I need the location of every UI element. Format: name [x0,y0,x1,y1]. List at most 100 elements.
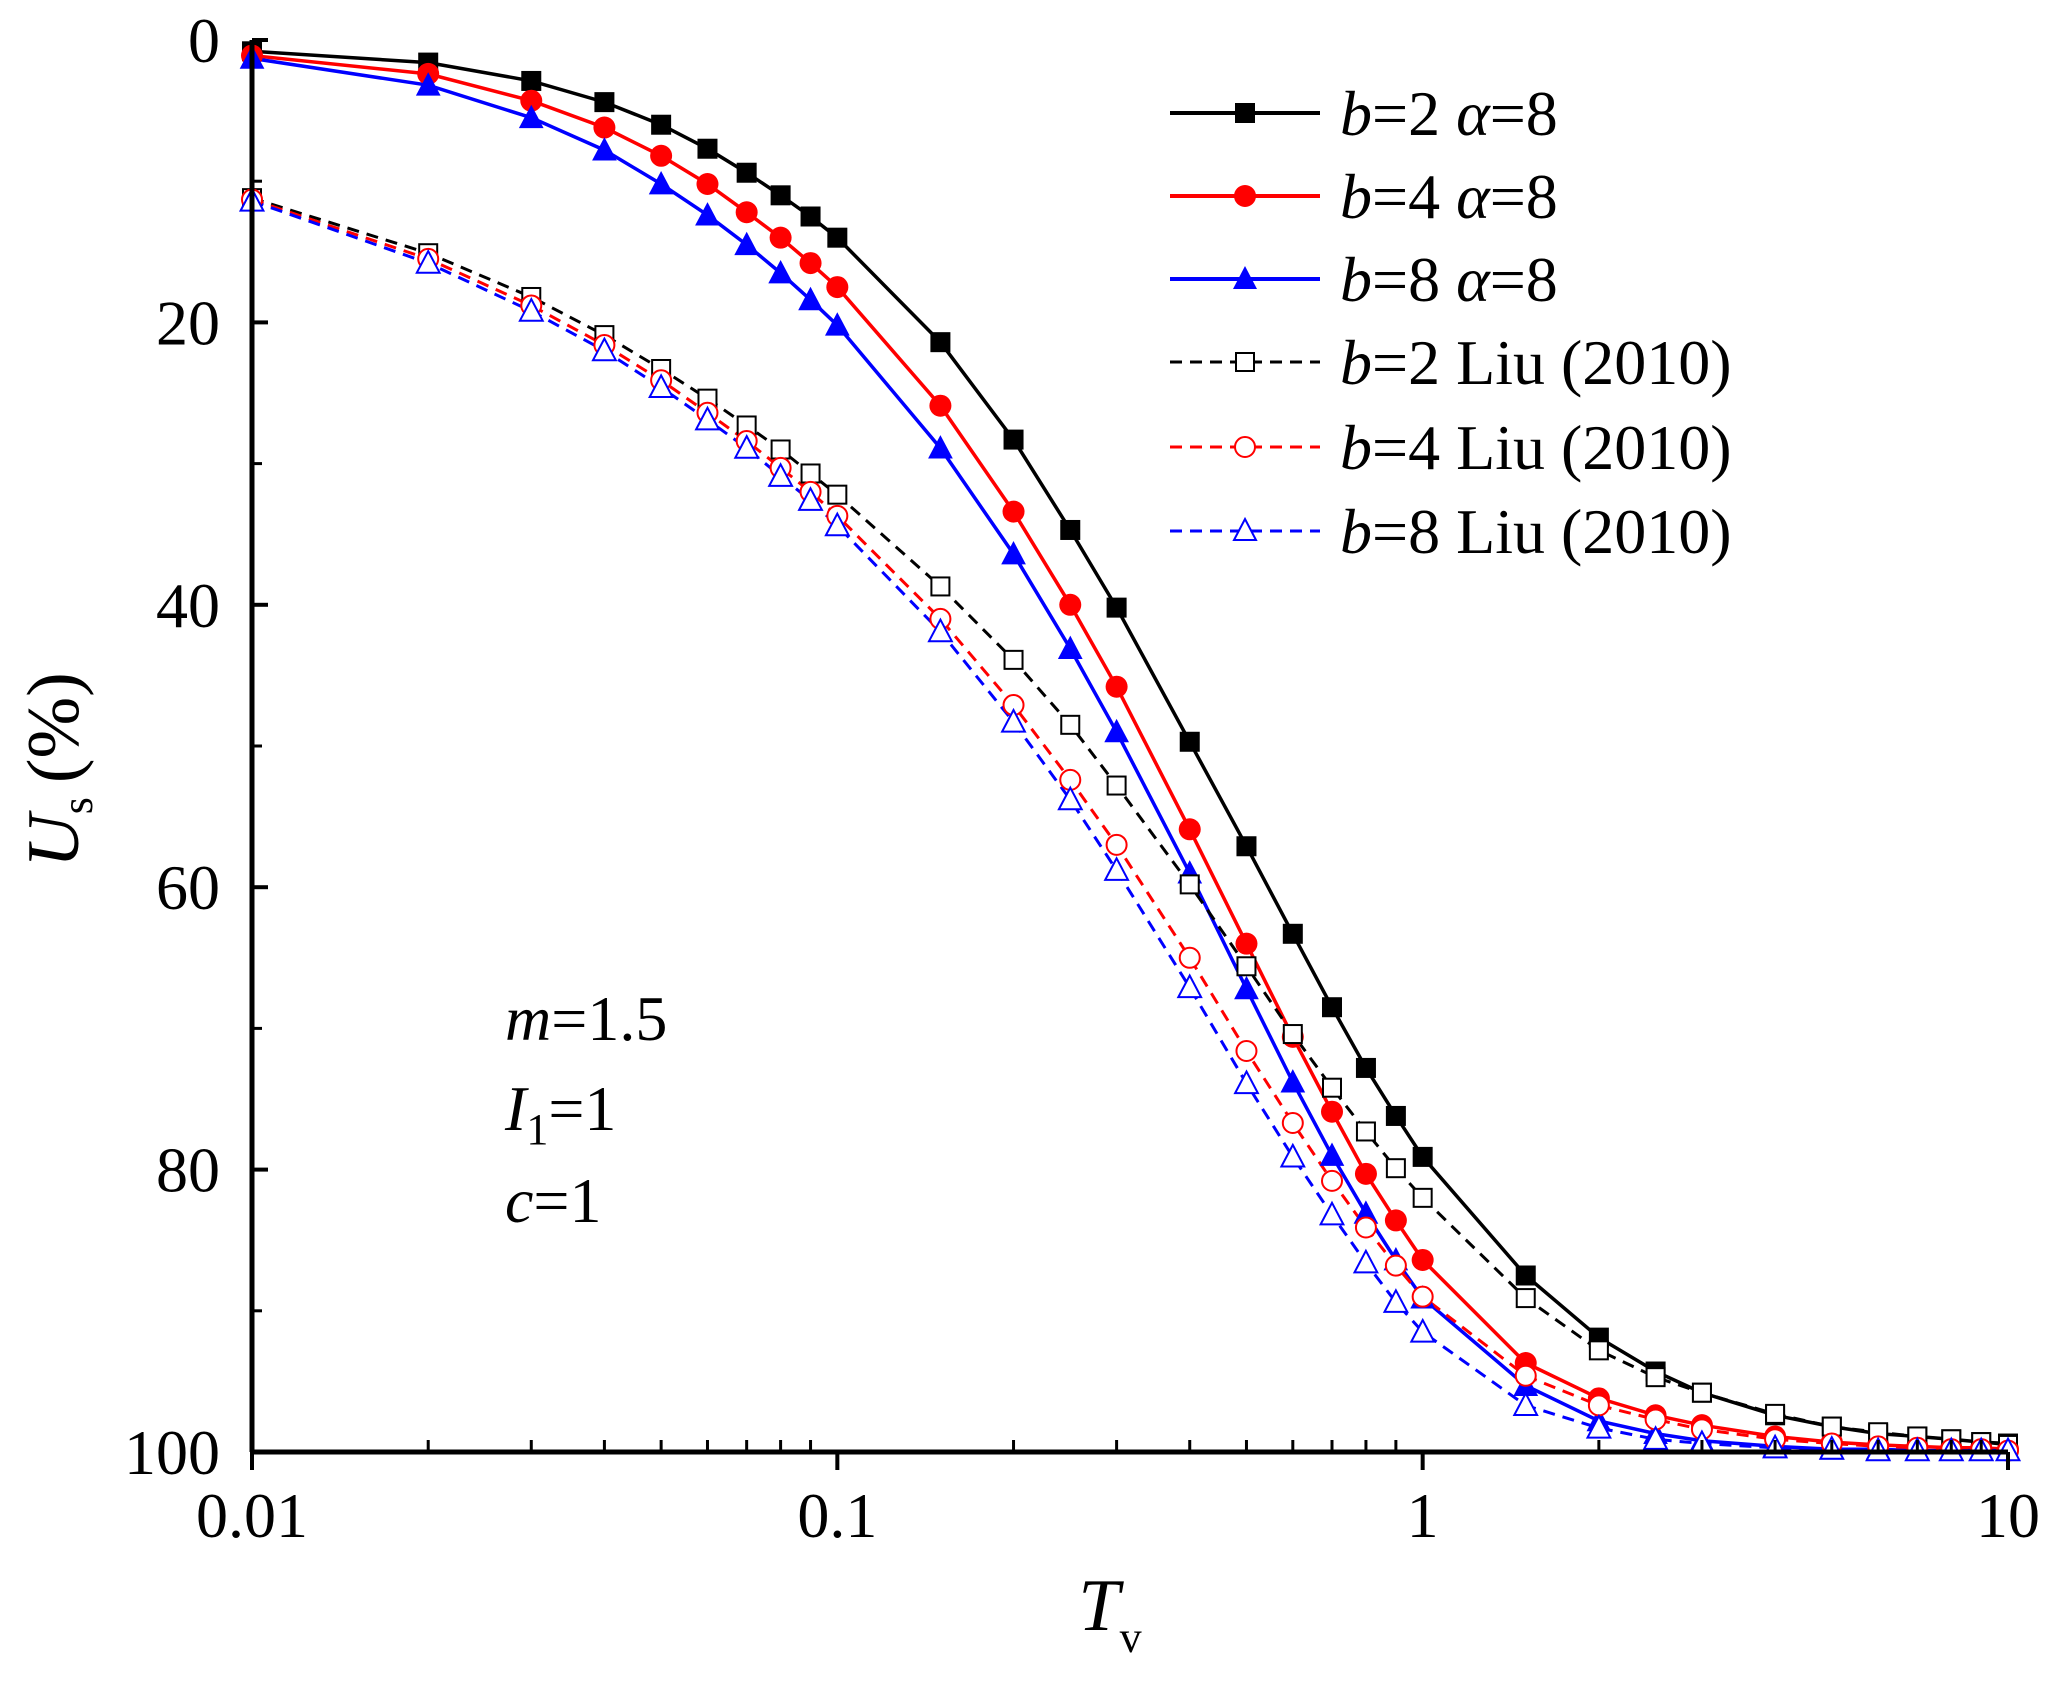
data-point-s5-13 [1103,856,1130,881]
data-point-s1-2 [520,89,543,112]
data-point-s0-15 [1236,836,1257,857]
data-point-s0-19 [1385,1105,1406,1126]
data-point-s0-21 [1515,1265,1536,1286]
data-point-s3-15 [1236,956,1257,977]
data-point-s2-13 [1104,718,1129,743]
data-point-s5-3 [591,336,618,362]
data-point-s3-9 [827,484,848,505]
legend-label-b4-alpha8: b=4 α=8 [1340,161,1558,232]
data-point-s3-25 [1765,1403,1786,1424]
series-line-3 [251,196,2009,1447]
data-point-s3-12 [1060,714,1081,735]
data-point-s5-16 [1279,1142,1306,1168]
data-point-s2-1 [415,72,441,96]
data-point-s2-5 [695,202,720,226]
data-point-s0-20 [1412,1146,1433,1167]
data-point-s3-16 [1282,1024,1303,1045]
data-point-s0-6 [736,162,757,183]
data-point-s0-7 [770,185,791,206]
legend-entry-b8-liu: b=8 Liu (2010) [1170,496,1732,567]
legend-marker-b8-liu [1232,516,1258,541]
data-point-s1-5 [696,173,719,196]
series-line-5 [251,199,2008,1453]
data-point-s0-17 [1321,997,1342,1018]
y-axis-label: Us(%) [13,672,102,868]
y-tick-label: 0 [188,5,220,76]
x-tick-label: 1 [1407,1480,1439,1551]
data-point-s2-12 [1057,635,1083,659]
data-point-s0-8 [800,206,821,227]
data-point-s5-11 [1000,707,1027,733]
legend-label-b4-liu: b=4 Liu (2010) [1340,412,1732,483]
y-tick-label: 40 [156,570,220,641]
data-point-s3-7 [770,439,791,460]
data-point-s5-8 [797,486,824,511]
y-tick-label: 60 [156,852,220,923]
data-point-s5-1 [415,248,442,274]
data-point-s3-8 [800,463,821,484]
x-axis-label: Tv [1078,1565,1141,1662]
data-point-s1-10 [929,394,952,417]
legend: b=2 α=8 b=4 α=8 b=8 α=8 b=2 Liu (2010) b [1170,78,1732,567]
data-point-s0-2 [521,70,542,91]
legend-label-b2-liu: b=2 Liu (2010) [1340,327,1732,398]
data-point-s2-9 [825,312,850,336]
data-point-s0-4 [651,114,672,135]
data-point-s1-9 [826,276,849,299]
data-point-s3-18 [1355,1121,1376,1142]
legend-entry-b4-alpha8: b=4 α=8 [1170,161,1558,232]
annotation-i1: I1=1 [504,1073,616,1154]
data-point-s1-12 [1059,593,1082,616]
data-point-s0-9 [827,227,848,248]
data-point-s5-22 [1585,1413,1612,1439]
data-point-s3-20 [1412,1187,1433,1208]
data-point-s3-14 [1179,874,1200,895]
data-point-s2-4 [648,171,674,195]
legend-marker-b2-alpha8 [1235,103,1255,123]
legend-label-b8-liu: b=8 Liu (2010) [1340,496,1732,567]
data-point-s3-21 [1515,1288,1536,1309]
data-point-s1-19 [1384,1209,1407,1232]
data-point-s5-12 [1057,785,1084,811]
data-point-s2-3 [592,137,617,161]
legend-entry-b4-liu: b=4 Liu (2010) [1170,412,1732,483]
data-point-s1-20 [1411,1248,1434,1271]
data-point-s1-13 [1105,675,1128,698]
legend-entry-b2-liu: b=2 Liu (2010) [1170,327,1732,398]
legend-marker-b4-liu [1234,436,1256,458]
data-point-s3-19 [1385,1158,1406,1179]
data-point-s4-15 [1235,1039,1258,1062]
data-point-s4-21 [1514,1364,1537,1387]
data-point-s2-6 [734,231,759,256]
data-point-s0-3 [594,92,615,113]
data-point-s2-17 [1319,1142,1345,1166]
data-point-s1-7 [769,226,792,249]
data-point-s5-17 [1318,1200,1346,1226]
legend-marker-b4-alpha8 [1234,185,1256,207]
data-point-s3-23 [1645,1367,1666,1388]
series-line-2 [251,56,2008,1453]
legend-label-b8-alpha8: b=8 α=8 [1340,244,1558,315]
data-point-s4-19 [1384,1254,1407,1277]
data-point-s1-14 [1178,818,1201,841]
annotation-c: c=1 [505,1165,602,1236]
x-tick-label: 10 [1976,1480,2040,1551]
annotation-m: m=1.5 [505,983,667,1054]
data-point-s5-4 [648,373,675,398]
data-point-s5-20 [1409,1317,1436,1343]
plot-markers [238,41,2022,1462]
data-point-s0-5 [697,138,718,159]
legend-entry-b8-alpha8: b=8 α=8 [1170,244,1558,315]
data-point-s4-22 [1587,1394,1610,1417]
data-point-s4-20 [1411,1285,1434,1308]
legend-marker-b8-alpha8 [1233,266,1257,289]
data-point-s2-15 [1234,975,1259,1000]
legend-marker-b2-liu [1235,352,1255,372]
data-point-s1-18 [1354,1162,1377,1185]
y-tick-label: 100 [124,1417,220,1488]
data-point-s3-10 [930,576,951,597]
data-point-s5-21 [1512,1391,1539,1416]
data-point-s5-5 [694,405,721,431]
